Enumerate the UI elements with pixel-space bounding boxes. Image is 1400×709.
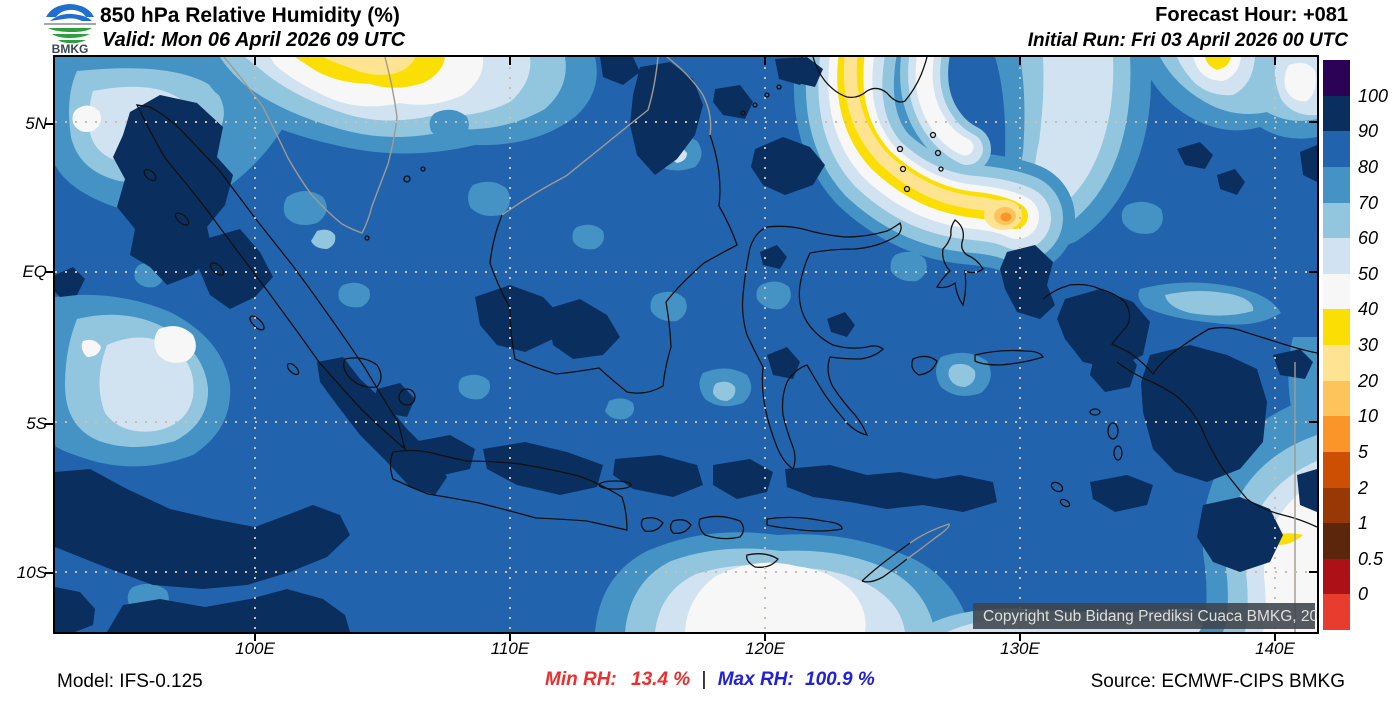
min-rh-value: 13.4 % (631, 669, 691, 690)
initial-run: Initial Run: Fri 03 April 2026 00 UTC (1027, 30, 1348, 51)
colorbar-segment (1323, 202, 1350, 239)
colorbar-tick-label: 80 (1358, 156, 1379, 177)
colorbar-tick-label: 60 (1358, 228, 1379, 249)
logo-text: BMKG (52, 42, 89, 55)
colorbar-tick-label: 10 (1358, 406, 1379, 427)
coastlines (135, 57, 1317, 632)
colorbar-segment (1323, 345, 1350, 381)
map-frame: Copyright Sub Bidang Prediksi Cuaca BMKG… (53, 55, 1319, 634)
axis-inner-ticks (254, 57, 1317, 573)
colorbar-tick-label: 50 (1358, 263, 1379, 284)
colorbar-segment (1323, 558, 1350, 595)
colorbar-segment (1323, 309, 1350, 345)
x-axis-tick-label: 130E (1000, 639, 1040, 658)
model-label: Model: IFS-0.125 (57, 671, 203, 692)
page-title: 850 hPa Relative Humidity (%) (100, 4, 400, 27)
colorbar-segment (1323, 238, 1350, 274)
colorbar-segment (1323, 416, 1350, 452)
y-axis-tick-label: EQ (22, 262, 47, 281)
valid-time: Valid: Mon 06 April 2026 09 UTC (102, 29, 406, 51)
colorbar-segment (1323, 60, 1350, 96)
colorbar-segment (1323, 523, 1350, 559)
y-axis-tick-label: 5S (26, 414, 47, 433)
max-rh-label: Max RH: (717, 669, 794, 690)
colorbar (1323, 60, 1350, 630)
colorbar-segment (1323, 451, 1350, 488)
max-rh-value: 100.9 % (805, 669, 875, 690)
x-axis-tick-label: 110E (490, 639, 530, 658)
logo-cloud-icon (44, 4, 96, 44)
colorbar-segment (1323, 273, 1350, 310)
x-axis-tick-label: 100E (235, 639, 275, 658)
colorbar-segment (1323, 131, 1350, 167)
colorbar-segment (1323, 380, 1350, 417)
colorbar-tick-label: 70 (1358, 192, 1379, 213)
copyright-text: Copyright Sub Bidang Prediksi Cuaca BMKG… (983, 608, 1317, 625)
colorbar-tick-label: 5 (1358, 441, 1369, 462)
colorbar-segment (1323, 166, 1350, 203)
bmkg-logo: BMKG (44, 4, 96, 55)
rh-contour-map: Copyright Sub Bidang Prediksi Cuaca BMKG… (55, 57, 1317, 632)
min-max-rh: Min RH: 13.4 % | Max RH: 100.9 % (545, 669, 875, 691)
colorbar-tick-label: 40 (1358, 299, 1379, 320)
colorbar-tick-label: 1 (1358, 513, 1369, 534)
min-max-separator: | (701, 669, 707, 690)
y-axis-tick-label: 10S (16, 563, 47, 582)
source-label: Source: ECMWF-CIPS BMKG (1090, 671, 1345, 692)
colorbar-tick-label: 2 (1358, 477, 1369, 498)
x-axis-tick-label: 120E (745, 639, 785, 658)
colorbar-tick-label: 0 (1358, 584, 1369, 605)
rh-navy-patches (55, 57, 1317, 632)
copyright-box: Copyright Sub Bidang Prediksi Cuaca BMKG… (973, 603, 1317, 629)
colorbar-segment (1323, 95, 1350, 132)
colorbar-tick-label: 100 (1358, 85, 1389, 106)
x-axis-tick-label: 140E (1255, 639, 1295, 658)
colorbar-tick-label: 0.5 (1358, 548, 1384, 569)
colorbar-tick-label: 20 (1358, 370, 1379, 391)
colorbar-tick-label: 90 (1358, 121, 1379, 142)
colorbar-segment (1323, 487, 1350, 524)
colorbar-tick-label: 30 (1358, 335, 1379, 355)
forecast-hour: Forecast Hour: +081 (1155, 4, 1348, 26)
y-axis-tick-label: 5N (25, 114, 47, 133)
lat-lon-gridlines (55, 57, 1317, 632)
colorbar-segment (1323, 594, 1350, 630)
min-rh-label: Min RH: (545, 669, 617, 690)
